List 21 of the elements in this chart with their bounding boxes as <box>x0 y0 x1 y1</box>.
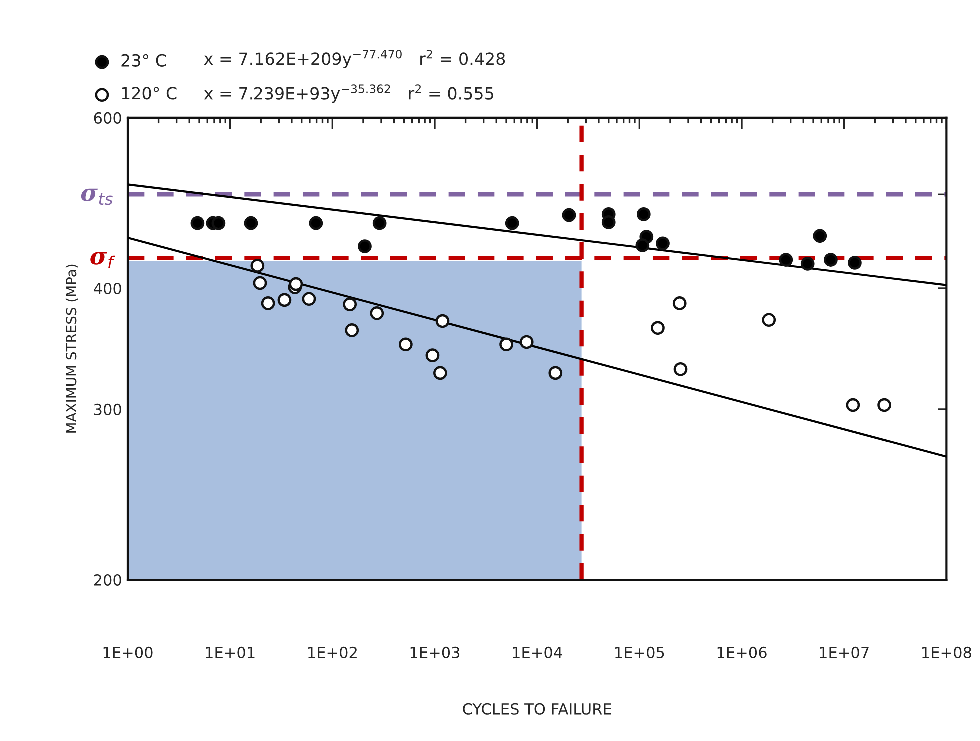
x-tick-label: 1E+08 <box>922 646 972 658</box>
text: x = 7.239E+93y$^{−35.362}$ r$^{2}$ = 0.555 <box>204 84 494 104</box>
x-axis-title: CYCLES TO FAILURE <box>463 703 612 715</box>
legend-label: 23° C <box>122 54 166 67</box>
x-tick-label: 1E+01 <box>206 646 255 658</box>
x-tick-label: 1E+04 <box>513 646 562 658</box>
ref-line-label: σ$_{ts}$ <box>81 188 113 206</box>
x-tick-label: 1E+03 <box>410 646 460 658</box>
y-tick-label: 300 <box>94 404 122 416</box>
y-tick-label: 200 <box>94 574 122 586</box>
x-tick-label: 1E+06 <box>718 646 767 658</box>
y-tick-label: 400 <box>94 282 122 295</box>
legend-label: 120° C <box>122 87 177 100</box>
y-tick-label: 600 <box>94 112 122 124</box>
y-axis-title: MAXIMUM STRESS (MPa) <box>66 264 78 433</box>
ref-line-label: σ$_{f}$ <box>90 252 116 268</box>
x-tick-label: 1E+07 <box>820 646 869 658</box>
x-tick-label: 1E+05 <box>616 646 664 658</box>
x-tick-label: 1E+00 <box>104 646 153 658</box>
text: x = 7.162E+209y$^{−77.470}$ r$^{2}$ = 0.428 <box>204 50 506 68</box>
x-tick-label: 1E+02 <box>308 646 357 658</box>
